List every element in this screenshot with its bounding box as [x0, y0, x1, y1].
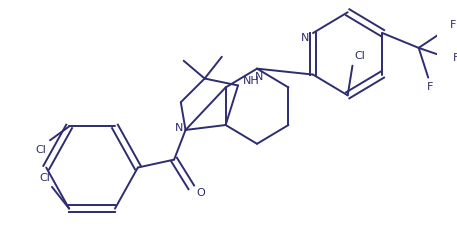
Text: N: N	[175, 123, 183, 133]
Text: Cl: Cl	[355, 51, 366, 61]
Text: O: O	[197, 188, 205, 198]
Text: F: F	[453, 53, 457, 63]
Text: F: F	[450, 20, 456, 30]
Text: F: F	[427, 82, 433, 92]
Text: NH: NH	[243, 76, 260, 85]
Text: N: N	[255, 72, 263, 82]
Text: N: N	[301, 33, 309, 43]
Text: Cl: Cl	[35, 145, 46, 155]
Text: Cl: Cl	[39, 173, 50, 183]
